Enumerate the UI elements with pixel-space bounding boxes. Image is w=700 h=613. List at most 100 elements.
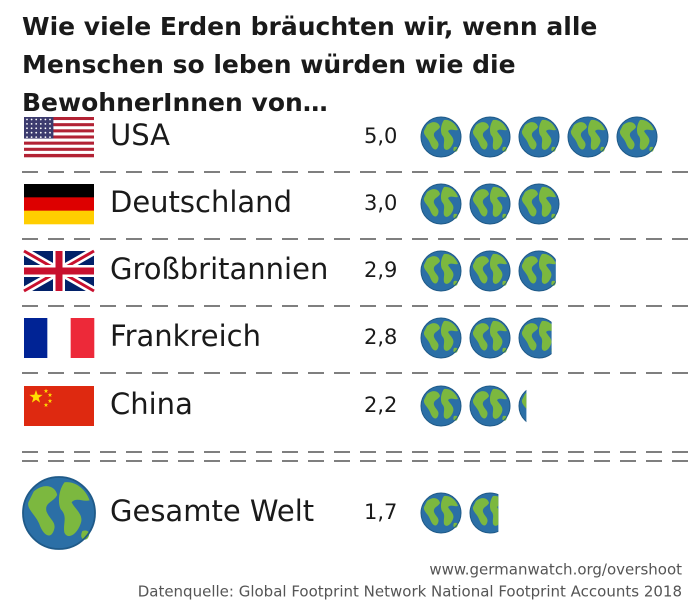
earth-clip <box>420 492 462 534</box>
flag <box>22 247 96 295</box>
flag-star <box>49 131 51 134</box>
flag-star <box>30 136 33 139</box>
earth-land <box>472 189 489 217</box>
flag <box>24 184 94 225</box>
flag-star <box>43 388 49 393</box>
earth-group <box>420 317 552 359</box>
category-label: Deutschland <box>110 185 292 219</box>
earth-outline <box>518 317 552 359</box>
earth-land <box>502 280 507 286</box>
value-label: 3,0 <box>364 191 397 215</box>
earth-land <box>489 320 507 351</box>
earth-land <box>453 146 458 152</box>
flag-star <box>47 392 53 397</box>
earth-land <box>619 122 636 150</box>
flag <box>22 476 96 550</box>
earth-outline <box>469 116 511 158</box>
earth-clip <box>518 183 560 225</box>
earth-outline <box>469 385 511 427</box>
earth-land <box>423 498 440 526</box>
flag-star <box>35 118 38 121</box>
earth-outline <box>469 317 511 359</box>
flag <box>24 386 94 426</box>
category-label: China <box>110 387 193 421</box>
category-label: Gesamte Welt <box>110 494 314 528</box>
earth-icon <box>420 183 462 225</box>
earth-land <box>472 323 489 351</box>
flag-stripe <box>24 153 94 158</box>
earth-land <box>423 122 440 150</box>
flag-star <box>26 123 28 125</box>
separators <box>22 171 695 462</box>
source-url: www.germanwatch.org/overshoot <box>429 561 682 579</box>
flag-band <box>24 210 94 225</box>
category-label: Frankreich <box>110 319 261 353</box>
flag-stripe <box>24 123 94 127</box>
earth-land <box>453 522 458 528</box>
flag-star <box>35 123 38 125</box>
earth-land <box>649 146 654 152</box>
flag-stripe <box>24 120 94 124</box>
earth-land <box>551 146 556 152</box>
earth-outline <box>22 476 96 550</box>
earth-clip <box>616 116 658 158</box>
earth-land <box>551 416 555 421</box>
flag-star <box>35 127 38 130</box>
flag-stripe <box>24 147 94 152</box>
earth-land <box>453 213 458 219</box>
earth-land <box>600 146 605 152</box>
earth-icon <box>420 385 462 427</box>
earth-land <box>81 530 90 540</box>
earth-icon <box>567 116 609 158</box>
earth-land <box>423 189 440 217</box>
flag-star <box>30 127 33 130</box>
earth-land <box>440 186 458 217</box>
flag-cross <box>24 251 94 291</box>
flag-stripe <box>24 138 94 142</box>
earth-clip <box>420 317 462 359</box>
earth-land <box>440 495 458 526</box>
earth-land <box>440 253 458 284</box>
flag-star <box>39 127 42 130</box>
earth-clip <box>469 183 511 225</box>
earth-outline <box>420 492 462 534</box>
earth-land <box>502 146 507 152</box>
earth-clip <box>420 183 462 225</box>
flag-star <box>43 402 49 407</box>
flag-star <box>39 136 42 139</box>
flag-stripe <box>24 126 94 130</box>
earth-land <box>538 119 556 150</box>
earth-group <box>420 492 499 534</box>
flag-star <box>26 131 28 134</box>
flag-band <box>47 318 71 358</box>
earth-land <box>489 388 507 419</box>
earth-outline <box>518 250 556 292</box>
value-label: 2,2 <box>364 393 397 417</box>
earth-outline <box>469 250 511 292</box>
flag-star <box>26 136 28 139</box>
earth-land <box>58 482 90 537</box>
earth-icon <box>469 183 511 225</box>
earth-outline <box>420 317 462 359</box>
value-label: 1,7 <box>364 500 397 524</box>
earth-icon <box>518 389 555 423</box>
earth-group <box>420 116 658 158</box>
earth-icon <box>420 492 462 534</box>
earth-land <box>472 256 489 284</box>
flag-star <box>39 131 42 134</box>
earth-outline <box>518 183 560 225</box>
flag-star <box>44 136 47 139</box>
earth-land <box>521 323 538 351</box>
flag-band <box>24 318 48 358</box>
earth-outline <box>420 385 462 427</box>
earth-outline <box>616 116 658 158</box>
earth-land <box>440 119 458 150</box>
earth-clip <box>469 492 499 534</box>
earth-land <box>521 256 538 284</box>
earth-land <box>423 391 440 419</box>
earth-icon <box>420 116 462 158</box>
earth-land <box>423 256 440 284</box>
flag <box>24 117 94 158</box>
flag-stripe <box>24 132 94 136</box>
flag-canton <box>24 117 54 139</box>
